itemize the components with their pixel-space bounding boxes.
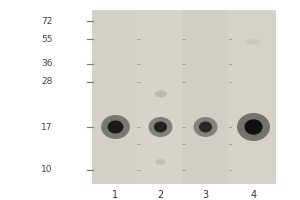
Text: 28: 28 — [41, 77, 52, 86]
Text: 4: 4 — [250, 190, 256, 200]
Text: 55: 55 — [41, 34, 52, 44]
Text: 17: 17 — [41, 122, 52, 132]
Ellipse shape — [148, 117, 172, 137]
Text: 72: 72 — [41, 17, 52, 25]
Text: 36: 36 — [41, 60, 52, 68]
Text: 10: 10 — [41, 166, 52, 174]
Ellipse shape — [155, 159, 166, 165]
Ellipse shape — [237, 113, 270, 141]
Text: 2: 2 — [158, 190, 164, 200]
Bar — [228, 10, 276, 184]
Ellipse shape — [244, 119, 262, 135]
Ellipse shape — [154, 90, 166, 98]
Ellipse shape — [154, 121, 167, 132]
Bar — [136, 10, 182, 184]
Bar — [92, 10, 136, 184]
Text: 3: 3 — [202, 190, 208, 200]
Ellipse shape — [108, 120, 123, 134]
Bar — [182, 10, 228, 184]
Text: 1: 1 — [112, 190, 118, 200]
Ellipse shape — [199, 121, 212, 132]
Ellipse shape — [194, 117, 218, 137]
Ellipse shape — [246, 39, 261, 45]
Ellipse shape — [101, 115, 130, 139]
